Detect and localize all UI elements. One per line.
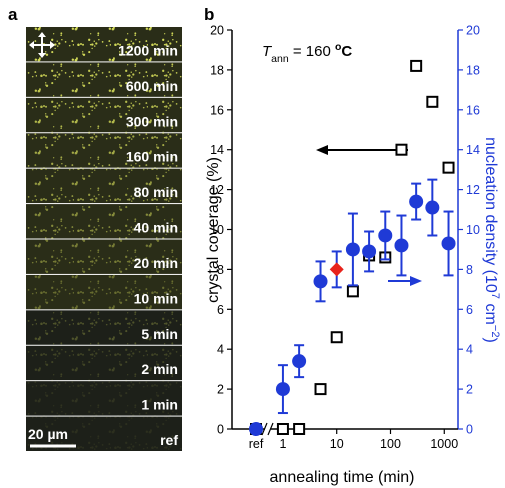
data-point	[362, 244, 377, 259]
y-tick-label: 12	[210, 183, 224, 197]
micrograph-label: 1 min	[141, 397, 178, 413]
y-tick-label: 2	[217, 383, 224, 397]
data-point	[346, 285, 359, 298]
micrograph-texture	[26, 345, 182, 381]
arrow-right	[388, 276, 422, 286]
micrograph-label: 1200 min	[118, 42, 178, 58]
y-axis-label: crystal coverage (%)	[205, 157, 222, 303]
micrograph-texture	[26, 310, 182, 345]
y2-tick-label: 14	[466, 143, 480, 157]
micrograph-label: 80 min	[134, 184, 178, 200]
y2-tick-label: 0	[466, 423, 473, 437]
data-point	[442, 161, 455, 174]
micrograph-label: 2 min	[141, 361, 178, 377]
data-point	[410, 59, 423, 72]
data-point	[249, 422, 263, 436]
y2-tick-label: 12	[466, 183, 480, 197]
micrograph-column: 1200 min 600 min 300 min 160 min 80 min 40 mi…	[26, 27, 182, 451]
data-point	[314, 383, 327, 396]
y-tick-label: 0	[217, 423, 224, 437]
micrograph-label: 5 min	[141, 326, 178, 342]
y-tick-label: 6	[217, 303, 224, 317]
x-tick-label: ref	[249, 437, 264, 451]
x-tick-label: 1000	[430, 437, 458, 451]
label-part: T	[262, 43, 273, 60]
y2-tick-label: 18	[466, 63, 480, 77]
y2-tick-label: 6	[466, 303, 473, 317]
arrow-left	[316, 145, 408, 155]
data-point	[329, 262, 344, 277]
micrograph-texture	[26, 239, 182, 274]
label-part: = 160	[289, 43, 335, 60]
micrograph-texture	[26, 381, 182, 416]
label-part: nucleation density (10	[482, 137, 499, 293]
micrograph-texture	[26, 204, 182, 239]
panel-label: b	[204, 5, 214, 24]
micrograph-label: 20 min	[134, 255, 178, 271]
x-tick-label: 1	[279, 437, 286, 451]
y2-tick-label: 10	[466, 223, 480, 237]
data-point	[394, 238, 409, 253]
annotation: Tann = 160 oC	[262, 41, 352, 65]
scale-bar-label: 20 µm	[28, 426, 68, 442]
micrograph-label: 10 min	[134, 290, 178, 306]
label-part: C	[341, 43, 352, 60]
y-tick-label: 18	[210, 63, 224, 77]
micrograph-label: 300 min	[126, 113, 178, 129]
x-tick-label: 10	[330, 437, 344, 451]
x-axis-label: annealing time (min)	[270, 469, 415, 486]
y-tick-label: 4	[217, 343, 224, 357]
data-point	[345, 242, 360, 257]
y2-tick-label: 16	[466, 103, 480, 117]
label-part: cm	[482, 299, 499, 325]
panel-label: a	[8, 5, 18, 24]
data-point	[330, 331, 343, 344]
label-part: ann	[271, 53, 289, 65]
y-tick-label: 8	[217, 263, 224, 277]
data-point	[313, 274, 328, 289]
chart: 0 2 4 6 8 10 12 14 16 18 20 0 2 4 6 8 10 12 14 16 18 20 1 10 100…	[205, 24, 501, 487]
data-point	[378, 228, 393, 243]
label-part: o	[335, 41, 341, 53]
y2-tick-label: 2	[466, 383, 473, 397]
micrograph-label: 600 min	[126, 78, 178, 94]
y-tick-label: 20	[210, 24, 224, 38]
y2-tick-label: 4	[466, 343, 473, 357]
micrograph-label: 160 min	[126, 149, 178, 165]
data-point	[395, 143, 408, 156]
micrograph-texture	[26, 133, 182, 168]
label-part: 7	[489, 293, 501, 299]
data-point	[425, 200, 440, 215]
data-point	[275, 382, 290, 397]
micrograph-texture	[26, 274, 182, 310]
y2-tick-label: 8	[466, 263, 473, 277]
axis-break	[261, 422, 274, 436]
data-point	[441, 236, 456, 251]
label-part: −2	[489, 325, 501, 338]
y-tick-label: 10	[210, 223, 224, 237]
label-part: )	[482, 338, 499, 343]
micrograph-texture	[26, 97, 182, 133]
y2-axis-label: nucleation density (107 cm−2)	[482, 137, 501, 343]
x-tick-label: 100	[380, 437, 401, 451]
y2-tick-label: 20	[466, 24, 480, 38]
micrograph-texture	[26, 168, 182, 204]
micrograph-texture	[26, 62, 182, 97]
micrograph-label: 40 min	[134, 220, 178, 236]
y-tick-label: 14	[210, 143, 224, 157]
polarizer-icon	[29, 32, 55, 58]
data-point	[409, 194, 424, 209]
micrograph-label: ref	[160, 432, 178, 448]
data-point	[426, 95, 439, 108]
data-point	[276, 423, 289, 435]
data-point	[292, 354, 307, 369]
data-point	[293, 423, 306, 435]
y-tick-label: 16	[210, 103, 224, 117]
